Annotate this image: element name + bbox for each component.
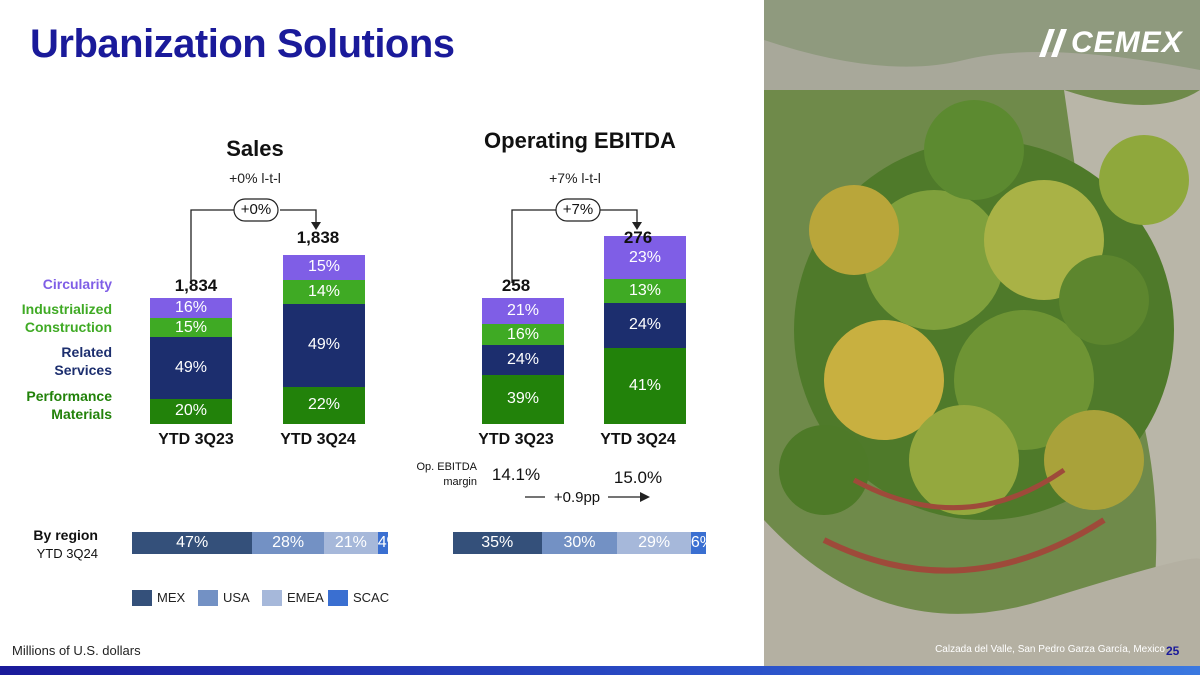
- logo-text: CEMEX: [1071, 26, 1183, 59]
- sales-bar-1-industrialized-construction: 15%: [150, 318, 232, 338]
- sales-x-label-1: YTD 3Q23: [158, 431, 234, 448]
- region-legend: MEX USA EMEA SCAC: [132, 590, 432, 608]
- ebitda-total-1: 258: [501, 276, 531, 295]
- ebitda-x-label-2: YTD 3Q24: [600, 431, 676, 448]
- sales-x-label-2: YTD 3Q24: [280, 431, 356, 448]
- sales-arrowhead: [311, 222, 321, 230]
- region-sales-segment-mex: 47%: [132, 532, 253, 554]
- region-title: By region: [33, 527, 98, 543]
- margin-value-2: 15.0%: [613, 468, 663, 487]
- ebitda-x-label-1: YTD 3Q23: [478, 431, 554, 448]
- sales-bar-1-performance-materials: 20%: [150, 398, 232, 424]
- sales-bar-2-industrialized-construction: 14%: [283, 280, 365, 304]
- region-ebitda-segment-emea: 29%: [617, 532, 691, 554]
- ebitda-connector-left: [511, 209, 556, 283]
- ebitda-bar-2-performance-materials: 41%: [604, 347, 686, 424]
- ebitda-total-2: 276: [623, 228, 653, 247]
- margin-value-1: 14.1%: [491, 465, 541, 484]
- region-ebitda-bar: 35% 30% 29% 6%: [453, 532, 714, 554]
- legend-swatch-emea: [262, 590, 282, 606]
- legend-swatch-usa: [198, 590, 218, 606]
- sales-bar-2-related-services: 49%: [283, 303, 365, 387]
- sales-connector-right: [280, 209, 317, 222]
- label-performance-materials: Performance Materials: [26, 388, 112, 422]
- ebitda-bar-2-industrialized-construction: 13%: [604, 278, 686, 304]
- sales-chart-title: Sales: [226, 136, 284, 161]
- page-number: 25: [1166, 644, 1180, 658]
- region-ebitda-segment-usa: 30%: [541, 532, 618, 554]
- ebitda-bar-1-circularity: 21%: [482, 298, 564, 325]
- region-sales-segment-emea: 21%: [324, 532, 378, 554]
- legend-label-mex: MEX: [157, 590, 186, 605]
- footnote: Millions of U.S. dollars: [12, 643, 141, 658]
- footer-bar: [0, 666, 1200, 675]
- region-sales-segment-usa: 28%: [252, 532, 324, 554]
- margin-arrowhead: [640, 492, 650, 502]
- cemex-logo: CEMEX: [1035, 24, 1190, 62]
- sales-bar-2-performance-materials: 22%: [283, 386, 365, 424]
- ebitda-bar-1-industrialized-construction: 16%: [482, 324, 564, 345]
- ebitda-bar-2-circularity: 23%: [604, 236, 686, 279]
- ebitda-change-label: +7%: [562, 201, 594, 218]
- sales-change-pill: [233, 198, 279, 222]
- ebitda-connector-right: [600, 209, 638, 222]
- page-title: Urbanization Solutions: [30, 22, 455, 66]
- sales-connector-left: [190, 209, 235, 283]
- region-sales-bar: 47% 28% 21% 4%: [132, 532, 401, 554]
- sales-bar-2-circularity: 15%: [283, 254, 365, 281]
- connector-arrows: [190, 198, 650, 502]
- sales-change-label: +0%: [240, 201, 272, 218]
- sales-bar-1-circularity: 16%: [150, 298, 232, 319]
- ebitda-change-pill: [555, 198, 601, 222]
- ebitda-bar-1-related-services: 24%: [482, 344, 564, 375]
- margin-label: Op. EBITDA margin: [416, 461, 477, 488]
- legend-label-scac: SCAC: [353, 590, 390, 605]
- sales-subtitle: +0% l-t-l: [229, 170, 281, 186]
- label-industrialized-construction: Industrialized Construction: [21, 301, 112, 335]
- region-subtitle: YTD 3Q24: [36, 546, 98, 561]
- sales-total-2: 1,838: [296, 228, 340, 247]
- sales-total-1: 1,834: [174, 276, 218, 295]
- legend-label-usa: USA: [223, 590, 250, 605]
- legend-swatch-scac: [328, 590, 348, 606]
- ebitda-arrowhead: [632, 222, 642, 230]
- label-circularity: Circularity: [42, 276, 112, 292]
- region-ebitda-segment-mex: 35%: [453, 532, 542, 554]
- ebitda-bar-2-related-services: 24%: [604, 303, 686, 348]
- sales-bar-1-related-services: 49%: [150, 337, 232, 399]
- ebitda-bar-1-performance-materials: 39%: [482, 374, 564, 424]
- legend-swatch-mex: [132, 590, 152, 606]
- photo-caption: Calzada del Valle, San Pedro Garza Garcí…: [935, 644, 1165, 655]
- legend-label-emea: EMEA: [287, 590, 324, 605]
- ebitda-chart-title: Operating EBITDA: [484, 128, 676, 153]
- margin-change: +0.9pp: [553, 489, 601, 506]
- aerial-photo: [764, 0, 1200, 666]
- label-related-services: Related Services: [54, 344, 112, 378]
- ebitda-subtitle: +7% l-t-l: [549, 170, 601, 186]
- region-ebitda-segment-scac: 6%: [690, 532, 714, 554]
- region-sales-segment-scac: 4%: [377, 532, 401, 554]
